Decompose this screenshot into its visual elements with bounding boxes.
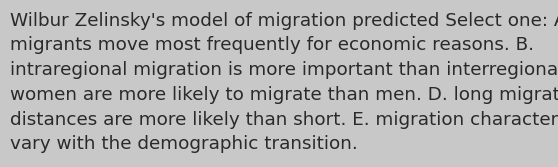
Text: migrants move most frequently for economic reasons. B.: migrants move most frequently for econom… bbox=[10, 36, 534, 54]
Text: vary with the demographic transition.: vary with the demographic transition. bbox=[10, 135, 358, 153]
Text: distances are more likely than short. E. migration characteristics: distances are more likely than short. E.… bbox=[10, 111, 558, 129]
Text: women are more likely to migrate than men. D. long migration: women are more likely to migrate than me… bbox=[10, 86, 558, 104]
Text: intraregional migration is more important than interregional. C.: intraregional migration is more importan… bbox=[10, 61, 558, 79]
Text: Wilbur Zelinsky's model of migration predicted Select one: A.: Wilbur Zelinsky's model of migration pre… bbox=[10, 12, 558, 30]
